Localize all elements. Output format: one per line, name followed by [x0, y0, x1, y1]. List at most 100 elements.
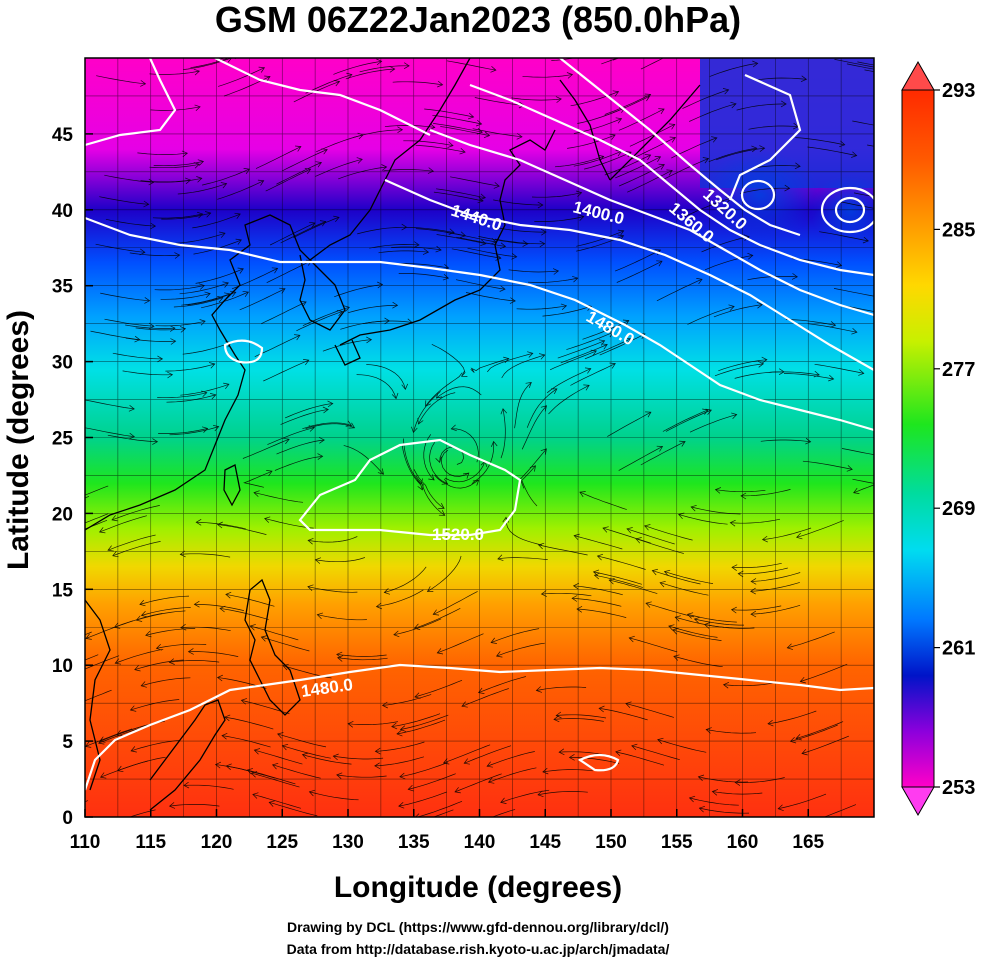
streamline-arrowhead [851, 328, 858, 335]
contour-small-ring-3 [834, 196, 866, 224]
streamline [497, 557, 548, 560]
streamline-arrowhead [168, 802, 176, 809]
streamline-arrowhead [242, 290, 250, 298]
streamline-arrowhead [658, 108, 665, 115]
streamline [280, 221, 326, 244]
streamline [141, 677, 191, 687]
streamline-arrowhead [688, 795, 696, 803]
streamline [122, 370, 173, 376]
streamline-arrowhead [555, 96, 562, 103]
streamline-arrowhead [711, 136, 718, 143]
streamline [107, 534, 156, 551]
streamline-arrowhead [264, 75, 271, 82]
streamline-arrowhead [550, 388, 558, 395]
streamline-arrowhead [598, 705, 605, 713]
streamline-arrowhead [442, 758, 450, 765]
streamline [714, 363, 764, 377]
streamline-arrowhead [416, 478, 423, 485]
streamline [194, 603, 244, 611]
streamline-arrowhead [786, 643, 794, 650]
streamline-arrowhead [144, 297, 151, 304]
streamline-arrowhead [210, 393, 217, 400]
streamline [496, 642, 545, 657]
streamline-arrowhead [730, 606, 737, 614]
streamline [302, 754, 352, 765]
streamline-arrowhead [301, 752, 309, 760]
streamline [493, 199, 543, 206]
streamline-arrowhead [216, 674, 224, 682]
x-tick-label: 120 [201, 832, 233, 853]
coast-indochina [85, 599, 111, 791]
streamline-arrowhead [463, 758, 470, 765]
streamline [833, 288, 874, 297]
streamline-arrowhead [307, 537, 314, 545]
lat-lon-grid [85, 58, 874, 817]
streamline-arrowhead [317, 453, 324, 460]
streamline-arrowhead [571, 595, 578, 602]
streamline [437, 633, 484, 654]
streamline-arrowhead [193, 162, 200, 169]
streamline [433, 191, 484, 202]
coast-philippines [244, 578, 301, 716]
map-title: GSM 06Z22Jan2023 (850.0hPa) [215, 0, 741, 40]
streamline [756, 77, 807, 81]
streamline-arrowhead [111, 515, 118, 522]
streamline [302, 306, 350, 327]
streamline-arrowhead [375, 602, 383, 610]
streamline [436, 386, 482, 399]
contour-1360 [469, 83, 874, 277]
streamline [807, 323, 857, 333]
streamline [336, 774, 387, 778]
streamline [542, 305, 592, 317]
streamline [802, 460, 853, 470]
streamline-arrowhead [271, 267, 279, 274]
streamline [500, 789, 550, 803]
streamline [149, 163, 200, 169]
colorbar-tick-label: 253 [942, 777, 975, 799]
streamline [139, 595, 190, 605]
streamline [566, 331, 614, 350]
contour-1480-south [85, 663, 874, 791]
streamline [604, 94, 651, 115]
streamline-arrowhead [595, 50, 601, 56]
streamline [166, 394, 216, 403]
streamline-arrowhead [480, 239, 487, 247]
streamline-arrowhead [628, 635, 635, 643]
streamline-arrowhead [145, 630, 152, 638]
streamline [787, 631, 835, 649]
streamline [155, 320, 206, 327]
streamline [760, 439, 811, 443]
streamline [333, 755, 384, 760]
streamline-arrowhead [426, 586, 434, 592]
streamline-arrowhead [195, 518, 202, 526]
streamline-arrowhead [216, 521, 223, 529]
streamline-arrowhead [399, 725, 407, 732]
y-axis-ticks: 0 5 10 15 20 25 30 35 40 45 [52, 125, 93, 829]
streamline [736, 103, 787, 111]
streamline-arrowhead [332, 753, 339, 761]
streamline-arrowhead [645, 411, 652, 418]
streamline [217, 524, 267, 535]
streamline-arrowhead [878, 294, 883, 300]
streamline [173, 297, 224, 308]
streamline-arrowhead [399, 772, 406, 780]
streamline-arrowhead [690, 504, 697, 512]
streamline-arrowhead [490, 440, 498, 447]
streamline-arrowhead [674, 615, 681, 622]
streamline [618, 446, 663, 471]
streamline [593, 571, 642, 585]
streamline-arrowhead [345, 420, 353, 427]
streamline-arrowhead [414, 692, 421, 699]
streamline [618, 164, 665, 187]
streamline-arrowhead [791, 273, 798, 280]
streamline-arrowhead [566, 72, 574, 79]
streamline [511, 97, 562, 101]
streamline [614, 249, 661, 272]
streamline-arrowhead [583, 384, 590, 391]
streamline [723, 682, 774, 687]
contour-1520 [298, 438, 522, 537]
streamline-arrowhead [225, 591, 232, 599]
streamline [579, 491, 627, 510]
streamline [338, 166, 387, 180]
streamline-arrowhead [759, 145, 766, 152]
